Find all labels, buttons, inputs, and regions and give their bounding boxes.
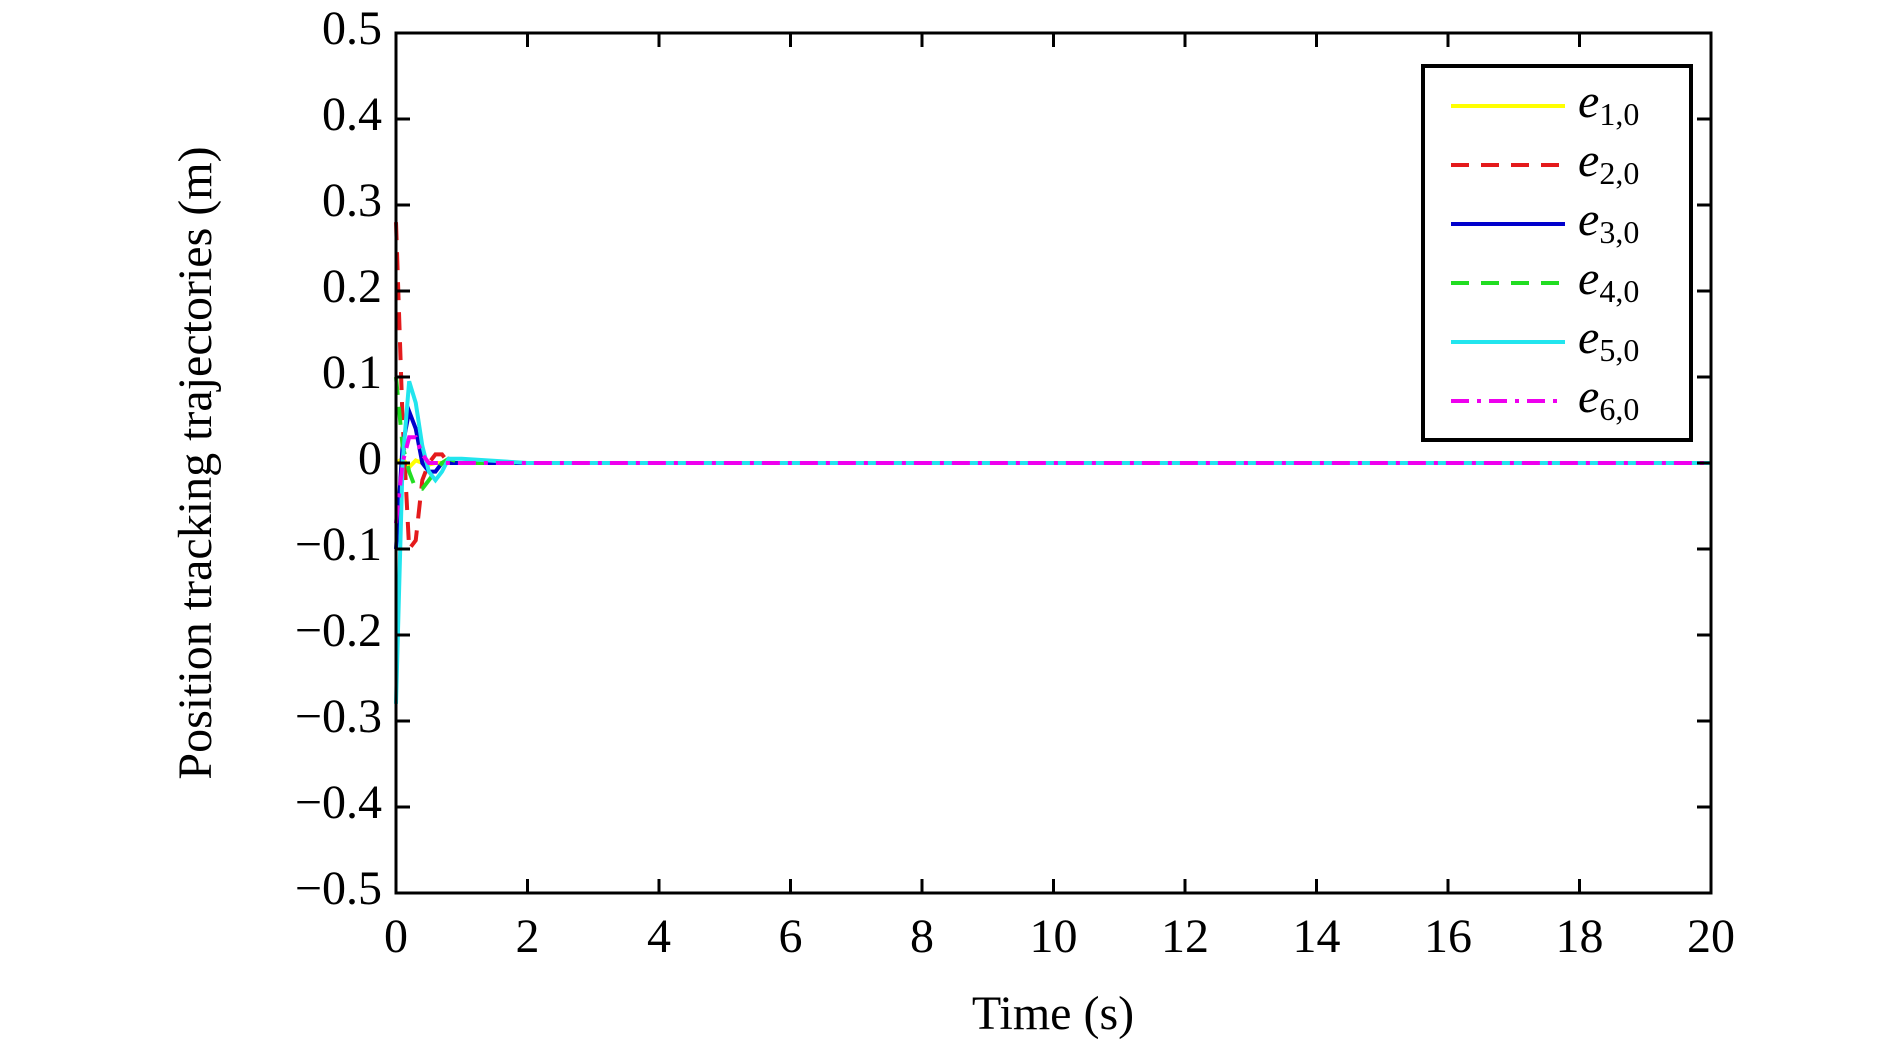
x-tick-label: 14: [1293, 910, 1341, 963]
legend-label: e1,0: [1578, 75, 1639, 132]
x-tick-label: 12: [1161, 910, 1209, 963]
y-tick-label: 0: [358, 432, 382, 485]
y-tick-label: 0.3: [322, 174, 382, 227]
legend-label: e3,0: [1578, 193, 1639, 250]
y-tick-label: 0.2: [322, 260, 382, 313]
x-tick-label: 16: [1424, 910, 1472, 963]
x-tick-label: 0: [384, 910, 408, 963]
data-line: [394, 380, 1711, 704]
y-tick-label: −0.2: [295, 604, 382, 657]
x-tick-label: 20: [1687, 910, 1735, 963]
legend-box: [1421, 64, 1693, 442]
y-tick-label: 0.4: [322, 88, 382, 141]
legend-label: e4,0: [1578, 252, 1639, 309]
x-tick-label: 18: [1556, 910, 1604, 963]
x-tick-label: 4: [647, 910, 671, 963]
data-line: [394, 222, 1711, 555]
x-axis-label: Time (s): [972, 987, 1134, 1040]
x-tick-label: 2: [516, 910, 540, 963]
y-tick-label: −0.1: [295, 518, 382, 571]
x-tick-label: 8: [910, 910, 934, 963]
legend-label: e5,0: [1578, 311, 1639, 368]
legend-label: e6,0: [1578, 370, 1639, 427]
legend-label: e2,0: [1578, 134, 1639, 191]
y-tick-label: −0.5: [295, 862, 382, 915]
y-tick-label: 0.5: [322, 2, 382, 55]
x-tick-label: 10: [1030, 910, 1078, 963]
y-tick-label: −0.3: [295, 690, 382, 743]
y-tick-label: −0.4: [295, 776, 382, 829]
y-tick-label: 0.1: [322, 346, 382, 399]
y-axis-label: Position tracking trajectories (m): [169, 146, 222, 779]
data-line: [394, 435, 1711, 524]
x-tick-label: 6: [779, 910, 803, 963]
